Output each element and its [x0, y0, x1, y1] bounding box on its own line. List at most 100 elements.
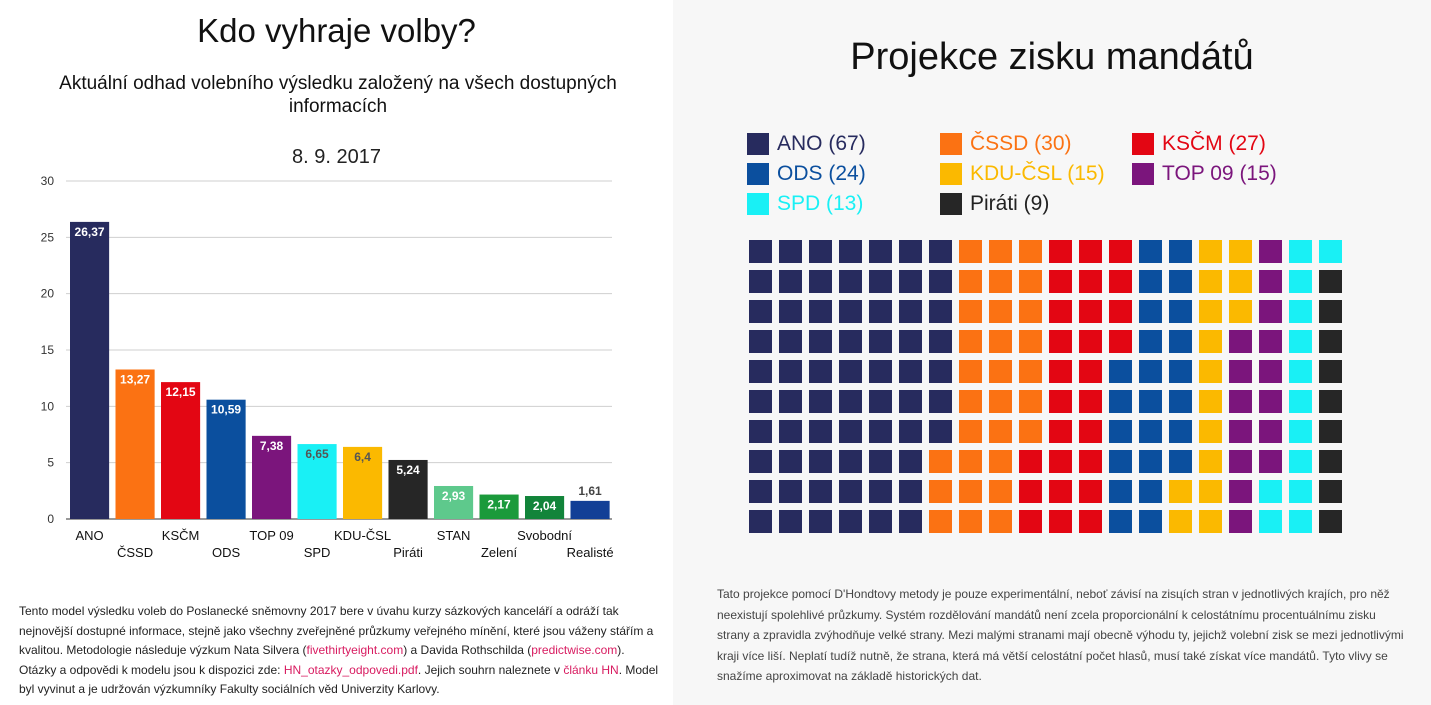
seat-square	[749, 270, 772, 293]
main-title: Kdo vyhraje volby?	[197, 12, 476, 49]
seat-square	[1229, 390, 1252, 413]
bar-chart: 0 5 10 15 20 25 30 26,37 ANO 13,27 ČSSD 12,15 KSČM 10…	[41, 174, 614, 560]
seat-square	[899, 360, 922, 383]
seat-square	[1019, 420, 1042, 443]
seat-square	[1079, 420, 1102, 443]
legend-item: ANO (67)	[747, 132, 866, 156]
seat-square	[1169, 420, 1192, 443]
seat-square	[1199, 390, 1222, 413]
seat-square	[1079, 360, 1102, 383]
faq-pdf-link[interactable]: HN_otazky_odpovedi.pdf	[283, 662, 418, 677]
seat-projection-title: Projekce zisku mandátů	[850, 36, 1254, 78]
seat-square	[989, 450, 1012, 473]
seat-square	[1319, 360, 1342, 383]
category-label: KSČM	[162, 528, 200, 543]
seat-square	[1049, 390, 1072, 413]
seat-square	[869, 480, 892, 503]
bar-value-label: 13,27	[120, 372, 150, 386]
seat-square	[1049, 240, 1072, 263]
bar	[434, 485, 474, 519]
seat-square	[1259, 510, 1282, 533]
seat-square	[1049, 450, 1072, 473]
legend-label: ODS (24)	[777, 162, 866, 185]
seat-square	[1259, 240, 1282, 263]
seat-square	[1079, 240, 1102, 263]
seat-square	[1019, 360, 1042, 383]
category-label: ČSSD	[117, 545, 153, 560]
seat-square	[779, 330, 802, 353]
seat-square	[839, 300, 862, 323]
seat-square	[899, 330, 922, 353]
seat-square	[869, 300, 892, 323]
seat-square	[749, 330, 772, 353]
seat-square	[1049, 420, 1072, 443]
category-label: SPD	[304, 545, 331, 560]
y-tick-label: 20	[41, 287, 55, 301]
predictwise-link[interactable]: predictwise.com	[531, 643, 618, 657]
legend-swatch	[1132, 163, 1154, 185]
bar	[570, 500, 610, 519]
bar-value-label: 6,4	[354, 450, 371, 464]
hn-article-link[interactable]: článku HN	[563, 662, 619, 677]
seat-square	[1109, 480, 1132, 503]
seat-square	[1019, 390, 1042, 413]
seat-square	[1199, 420, 1222, 443]
bar-value-label: 5,24	[396, 463, 420, 477]
seat-square	[869, 390, 892, 413]
category-label: TOP 09	[249, 528, 293, 543]
seat-square	[839, 420, 862, 443]
seat-square	[809, 480, 832, 503]
footer-text-5: . Model byl vyvinut a je udržován výzkum…	[19, 662, 659, 697]
seat-square	[1229, 450, 1252, 473]
seat-square	[899, 420, 922, 443]
seat-square	[1319, 420, 1342, 443]
seat-square	[1019, 330, 1042, 353]
seat-square	[959, 510, 982, 533]
seat-square	[1109, 390, 1132, 413]
seat-square	[989, 390, 1012, 413]
seat-square	[869, 420, 892, 443]
bar	[161, 382, 201, 519]
seat-square	[1199, 480, 1222, 503]
seat-square	[899, 240, 922, 263]
seat-square	[809, 300, 832, 323]
bar-value-label: 10,59	[211, 403, 241, 417]
seat-square	[1289, 270, 1312, 293]
y-tick-label: 30	[41, 174, 55, 188]
seat-square	[809, 510, 832, 533]
seat-square	[959, 270, 982, 293]
seat-square	[1199, 330, 1222, 353]
seat-square	[1289, 420, 1312, 443]
seat-square	[1109, 300, 1132, 323]
bar-value-label: 2,93	[442, 489, 466, 503]
seat-square	[779, 390, 802, 413]
seat-square	[989, 510, 1012, 533]
chart-date: 8. 9. 2017	[292, 146, 381, 168]
seat-square	[1199, 270, 1222, 293]
fivethirtyeight-link[interactable]: fivethirtyeight.com	[306, 643, 404, 657]
legend-swatch	[1132, 133, 1154, 155]
y-tick-label: 0	[47, 512, 54, 526]
seat-square	[1019, 480, 1042, 503]
seat-square	[929, 360, 952, 383]
legend-swatch	[940, 193, 962, 215]
seat-square	[1079, 300, 1102, 323]
seat-square	[869, 270, 892, 293]
seat-square	[1109, 330, 1132, 353]
seat-square	[779, 240, 802, 263]
seat-square	[1289, 450, 1312, 473]
seat-square	[1289, 480, 1312, 503]
seat-square	[1049, 360, 1072, 383]
seat-square	[869, 450, 892, 473]
seat-square	[1169, 360, 1192, 383]
seat-square	[1139, 330, 1162, 353]
seat-square	[959, 390, 982, 413]
seat-square	[899, 450, 922, 473]
seat-waffle-chart	[749, 240, 1342, 533]
seat-square	[1259, 450, 1282, 473]
seat-square	[1079, 330, 1102, 353]
seat-square	[929, 300, 952, 323]
seat-square	[1229, 480, 1252, 503]
right-panel: Projekce zisku mandátů ANO (67) ČSSD (30)…	[673, 0, 1431, 705]
seat-square	[749, 390, 772, 413]
